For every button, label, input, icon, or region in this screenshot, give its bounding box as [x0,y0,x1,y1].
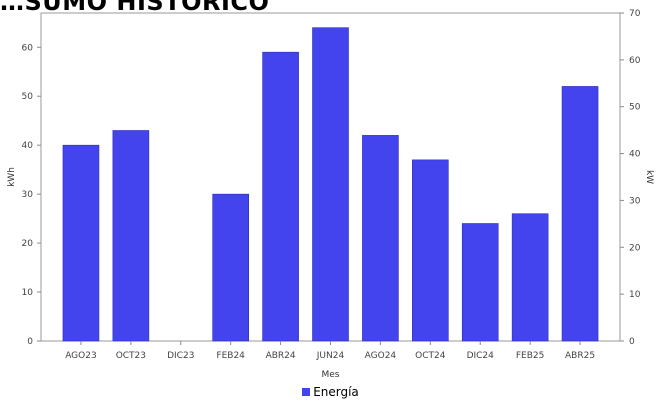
x-tick-label: ABR25 [565,351,595,361]
y2-tick-label: 30 [629,196,641,206]
bar [262,51,299,342]
bar [112,130,150,342]
x-axis-title: Mes [322,370,340,380]
y2-tick-label: 50 [629,103,641,113]
y-tick-label: 40 [22,141,34,151]
y-tick-label: 0 [27,337,33,347]
legend: Energía [0,385,661,399]
y-tick-label: 30 [22,190,34,200]
x-tick-label: ABR24 [266,351,296,361]
y-tick-label: 60 [22,43,34,53]
bar [561,86,599,342]
x-tick-label: FEB25 [516,351,545,361]
y2-tick-label: 10 [629,290,641,300]
y2-tick-label: 60 [629,56,641,66]
bar [412,159,449,342]
bar [212,193,249,342]
y2-axis-title: kW [644,170,654,184]
bar [312,27,349,342]
x-tick-label: AGO24 [365,351,397,361]
x-tick-label: DIC24 [467,351,495,361]
y-axis-title: kWh [7,167,17,187]
y2-tick-label: 20 [629,243,641,253]
y2-tick-label: 0 [629,337,635,347]
bar [511,213,549,342]
bar [362,135,399,342]
x-tick-label: DIC23 [167,351,194,361]
bar [461,223,499,342]
legend-label: Energía [313,385,359,399]
y-tick-label: 10 [22,288,34,298]
chart-title: …SUMO HISTÓRICO [0,0,270,16]
y-tick-label: 50 [22,92,34,102]
y2-tick-label: 40 [629,150,641,160]
y-tick-label: 20 [22,239,34,249]
x-tick-label: FEB24 [216,351,245,361]
x-tick-label: JUN24 [316,351,345,361]
y2-tick-label: 70 [629,9,641,19]
x-tick-label: OCT23 [116,351,146,361]
bar [62,144,100,342]
x-tick-label: AGO23 [65,351,97,361]
legend-swatch [302,388,311,396]
x-tick-label: OCT24 [415,351,446,361]
